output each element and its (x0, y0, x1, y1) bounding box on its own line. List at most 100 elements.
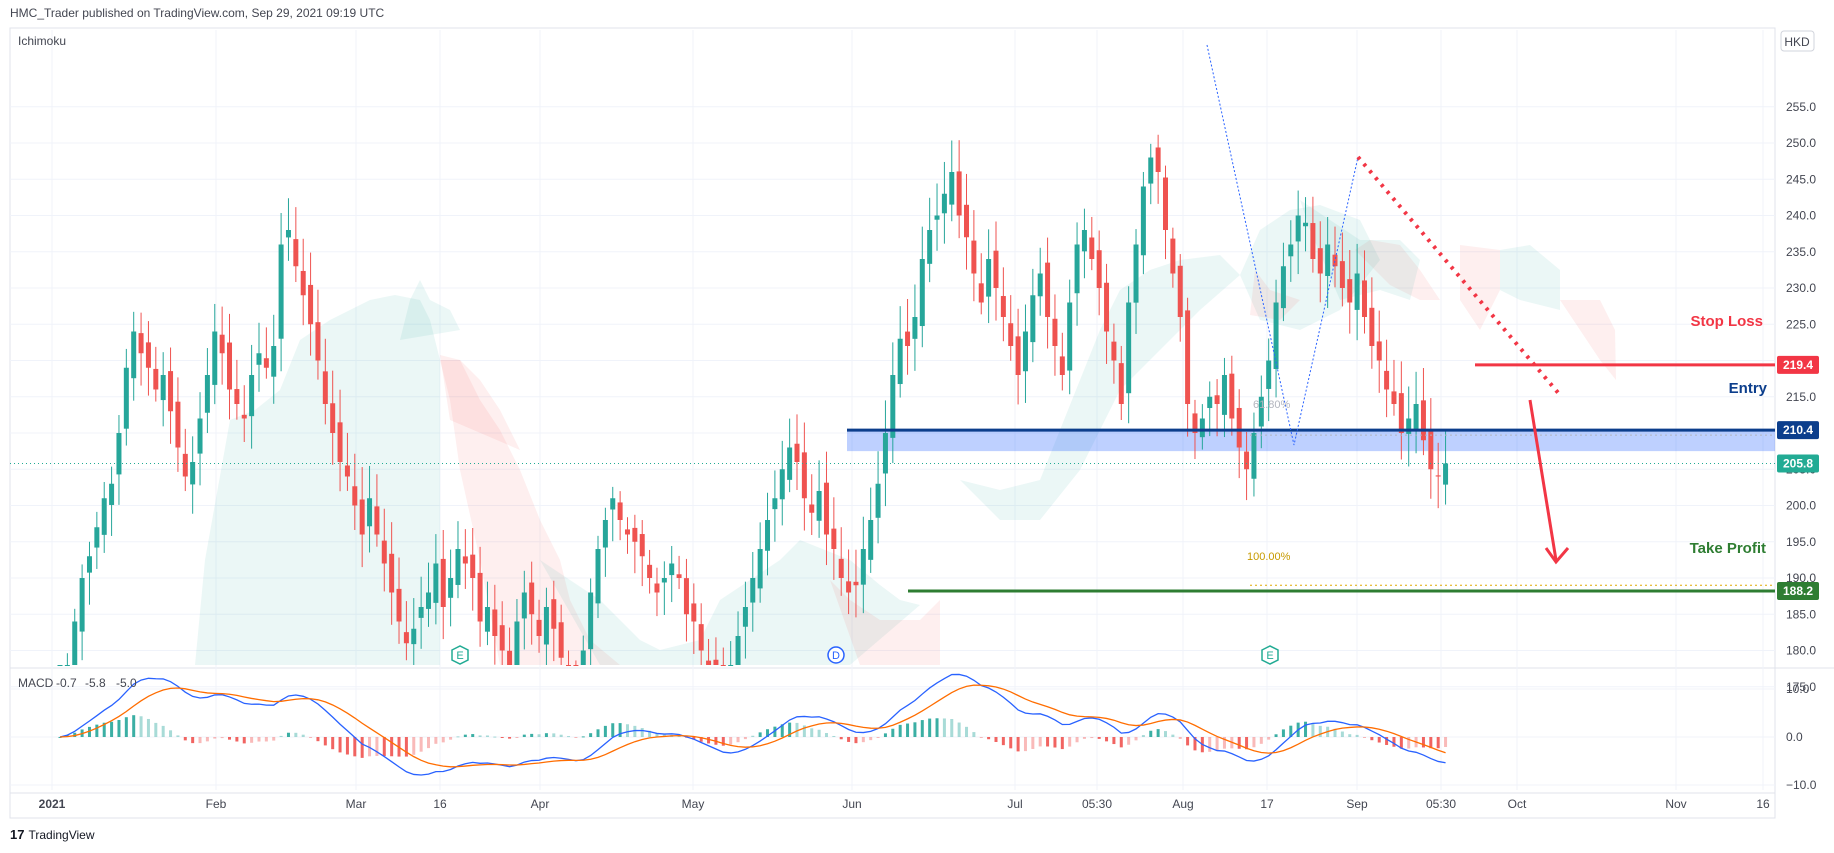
macd-histogram-bar (198, 737, 202, 744)
macd-histogram-bar (736, 737, 740, 743)
price-label-text: 188.2 (1783, 584, 1813, 598)
candle-body (1000, 296, 1006, 317)
candle-body (610, 498, 616, 510)
currency-badge[interactable] (1780, 30, 1815, 52)
time-tick-label: 05:30 (1082, 797, 1112, 811)
candle-body (344, 465, 350, 477)
price-label-text: 219.4 (1783, 358, 1813, 372)
cloud-segment (195, 295, 440, 665)
candle-body (86, 556, 92, 573)
fib-61-label: 61.80% (1253, 399, 1291, 411)
macd-histogram-bar (316, 737, 320, 742)
macd-histogram-bar (1164, 731, 1167, 737)
macd-histogram-bar (1016, 737, 1020, 752)
candle-body (1229, 373, 1235, 419)
macd-histogram-bar (913, 722, 917, 737)
macd-histogram-bar (1340, 731, 1344, 737)
candle-body (639, 534, 645, 557)
candle-body (197, 418, 203, 454)
candle-body (1207, 396, 1213, 409)
macd-histogram-bar (353, 737, 357, 757)
macd-histogram-bar (928, 718, 932, 737)
candle-body (212, 331, 218, 385)
indicator-label: Ichimoku (18, 34, 66, 48)
macd-histogram-bar (920, 720, 924, 737)
time-axis[interactable]: 2021 Feb Mar 16 Apr May Jun Jul 05:30 Aug 17 Sep 05:… (39, 797, 1770, 811)
candle-body (109, 483, 115, 505)
candle-body (182, 453, 188, 477)
candle-body (1133, 244, 1139, 303)
candle-body (757, 549, 763, 589)
drawings[interactable] (10, 44, 1775, 593)
macd-histogram-bar (972, 732, 976, 737)
earnings-icon (451, 645, 469, 665)
candle-body (433, 563, 439, 603)
candle-body (927, 230, 933, 264)
cloud-segment (1560, 300, 1616, 380)
macd-histogram-bar (1429, 737, 1433, 749)
price-axis-label: 188.2 (1777, 582, 1819, 601)
event-letter: E (1266, 650, 1273, 662)
macd-histogram-bar (161, 725, 165, 737)
candle-body (993, 250, 999, 288)
macd-histogram-bar (1186, 737, 1190, 746)
candle-body (1074, 244, 1080, 294)
macd-histogram-bar (1355, 734, 1359, 737)
candle-body (706, 660, 712, 665)
macd-histogram-bar (987, 737, 991, 740)
macd-title: MACD (18, 676, 54, 690)
entry-zone[interactable] (847, 430, 1775, 452)
candle-body (580, 650, 586, 665)
candle-body (1435, 475, 1441, 477)
macd-histogram-bar (228, 737, 232, 740)
macd-line (59, 673, 1446, 776)
price-axis[interactable]: 175.0180.0185.0190.0195.0200.0205.0210.0… (1786, 100, 1816, 694)
macd-histogram-bar (1090, 737, 1094, 739)
candle-body (1192, 413, 1198, 433)
macd-histogram-bar (1348, 734, 1352, 737)
macd-histogram-bar (176, 735, 180, 737)
macd-histogram-bar (1444, 737, 1448, 748)
macd-histogram-bar (1075, 737, 1079, 743)
macd-histogram-bar (1105, 737, 1109, 742)
candle-body (632, 527, 638, 542)
macd-histogram-bar (124, 717, 128, 737)
candle-body (787, 447, 793, 480)
macd-histogram-bar (780, 724, 784, 737)
macd-histogram-bar (950, 718, 954, 737)
candle-body (1170, 238, 1176, 274)
macd-histogram-bar (1068, 737, 1072, 747)
cloud-segment (1250, 270, 1300, 320)
macd-histogram-bar (861, 737, 865, 743)
candle-body (1221, 375, 1227, 415)
candle-body (1015, 336, 1021, 375)
candle-body (1303, 222, 1309, 227)
macd-histogram-bar (589, 733, 593, 737)
macd-histogram-bar (500, 737, 504, 738)
macd-histogram-bar (331, 737, 335, 750)
candle-body (566, 665, 572, 666)
stop-loss-label: Stop Loss (1690, 313, 1763, 330)
candle-body (1030, 295, 1036, 343)
candle-body (1118, 363, 1124, 404)
candle-body (1140, 186, 1146, 256)
macd-histogram-bar (552, 733, 556, 737)
projection-arrowhead (1544, 547, 1570, 565)
candle-body (882, 433, 888, 474)
macd-histogram-bar (1304, 721, 1308, 737)
macd-histogram-bar (530, 733, 534, 737)
macd-histogram-bar (1193, 737, 1197, 751)
candle-body (1067, 302, 1073, 371)
macd-histogram-bar (441, 737, 445, 743)
price-tick-label: 240.0 (1786, 209, 1816, 223)
candle-body (1295, 215, 1301, 242)
macd-histogram-bar (154, 722, 158, 737)
candle-body (551, 599, 557, 629)
candle-body (588, 592, 594, 650)
candle-body (271, 346, 277, 377)
candle-body (1045, 262, 1051, 317)
price-axis-label: 210.4 (1777, 421, 1819, 440)
candle-body (440, 558, 446, 607)
